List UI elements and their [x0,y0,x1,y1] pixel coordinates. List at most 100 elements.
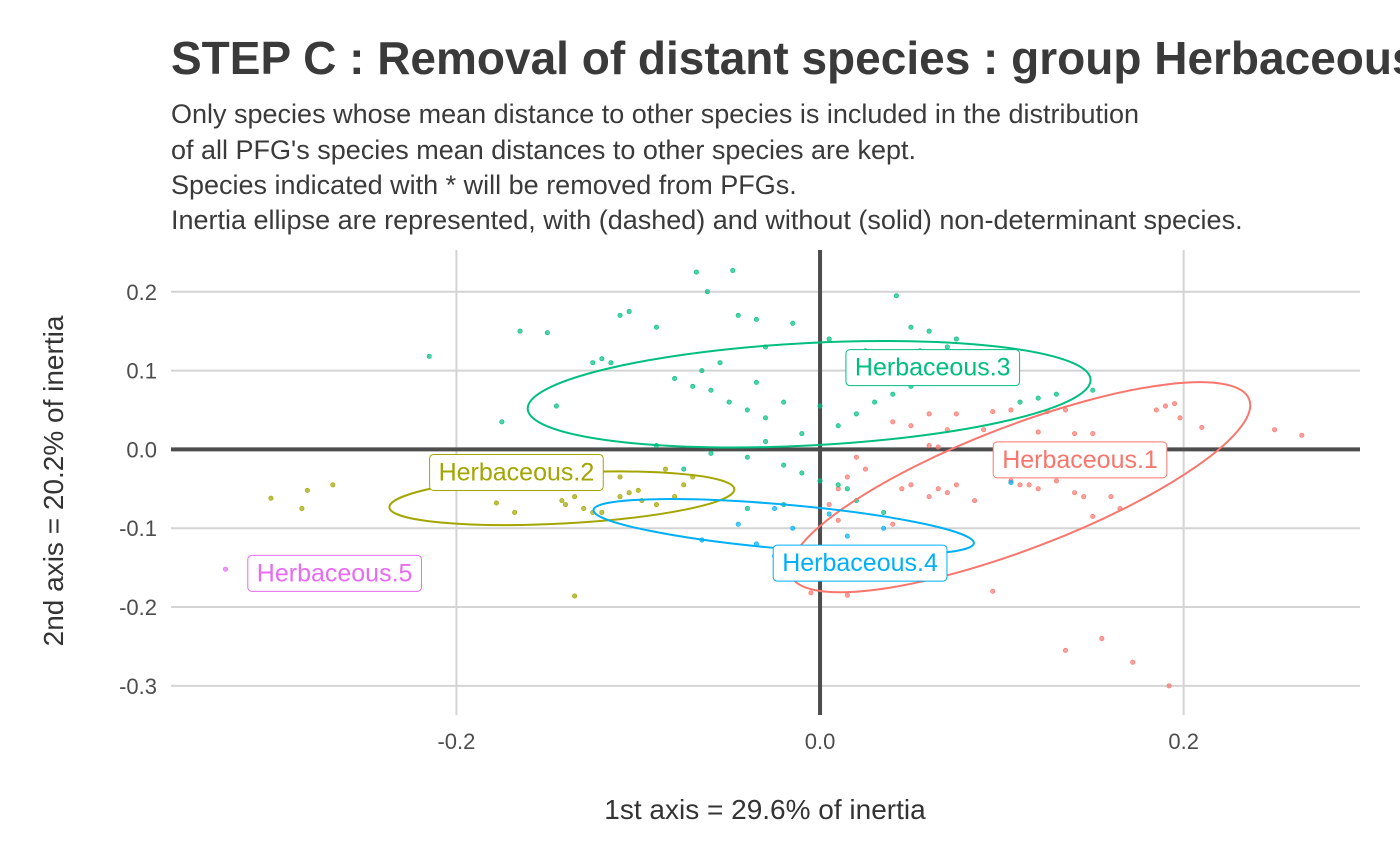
data-point [653,324,659,330]
group-label-text: Herbaceous.4 [782,549,938,577]
data-point [681,466,687,472]
data-point [844,533,850,539]
group-label: Herbaceous.2 [429,453,604,491]
data-point [772,506,778,512]
data-point [617,494,623,500]
group-label-box [429,453,604,491]
data-point [559,498,565,504]
data-point [762,439,768,445]
data-point [844,474,850,480]
data-point [1272,427,1278,433]
data-point [890,391,896,397]
data-point [744,506,750,512]
data-point [890,419,896,425]
data-point [872,399,878,405]
data-point [972,498,978,504]
data-point [708,387,714,393]
data-point [704,289,710,295]
data-point [708,450,714,456]
data-point [1090,431,1096,437]
group-label-text: Herbaceous.5 [257,559,413,587]
data-point [493,500,499,506]
data-point [693,269,699,275]
data-point [753,316,759,322]
data-point [1062,647,1068,653]
group-label: Herbaceous.4 [772,544,948,582]
data-point [304,487,310,493]
data-point [890,521,896,527]
x-tick-label: 0.2 [1168,729,1199,754]
data-point [1099,636,1105,642]
data-point [572,593,578,599]
y-tick-label: -0.3 [119,674,157,699]
data-point [799,470,805,476]
data-point [893,293,899,299]
data-point [544,330,550,336]
data-point [817,403,823,409]
data-point [990,409,996,415]
data-point [599,509,605,515]
data-point [1017,399,1023,405]
data-point [1053,391,1059,397]
data-point [781,399,787,405]
group-label-box [247,554,422,592]
data-point [799,431,805,437]
data-point [790,320,796,326]
data-point [1153,407,1159,413]
data-point [223,566,229,572]
group-label: Herbaceous.5 [247,554,422,592]
inertia-ellipse [526,339,1092,449]
data-point [817,478,823,484]
data-point [512,509,518,515]
data-point [730,267,736,273]
data-point [1199,424,1205,430]
y-tick-label: 0.2 [126,280,157,305]
data-point [626,308,632,314]
data-point [735,521,741,527]
subtitle-line-3: Species indicated with * will be removed… [171,170,797,200]
data-point [1017,482,1023,488]
data-point [726,399,732,405]
data-point [1081,494,1087,500]
data-point [844,486,850,492]
x-tick-label: -0.2 [437,729,475,754]
y-axis-label: 2nd axis = 20.2% of inertia [38,315,69,646]
data-point [517,328,523,334]
data-point [881,509,887,515]
data-point [1299,432,1305,438]
data-point [1090,387,1096,393]
data-point [835,482,841,488]
data-point [935,486,941,492]
group-label-box [992,441,1168,479]
data-point [908,482,914,488]
data-point [499,419,505,425]
data-point [617,312,623,318]
data-point [1072,490,1078,496]
data-point [790,525,796,531]
data-point [699,368,705,374]
subtitle-line-4: Inertia ellipse are represented, with (d… [171,205,1243,235]
data-point [653,502,659,508]
data-point [826,511,832,517]
data-point [1035,429,1041,435]
data-point [926,494,932,500]
subtitle-line-1: Only species whose mean distance to othe… [171,99,1139,129]
data-point [690,383,696,389]
plot-area: -0.2 0.0 0.2 0.2 0.1 0.0 -0.1 -0.2 -0.3 Herbaceou… [119,250,1360,754]
data-point [935,444,941,450]
data-point [762,415,768,421]
group-label-box [772,544,948,582]
data-point [330,482,336,488]
data-point [1053,478,1059,484]
data-point [608,360,614,366]
data-point [617,474,623,480]
data-point [599,356,605,362]
data-point [572,494,578,500]
data-point [553,403,559,409]
chart-title: STEP C : Removal of distant species : gr… [171,32,1400,84]
data-point [635,487,641,493]
data-point [681,482,687,488]
group-label-text: Herbaceous.2 [439,458,595,486]
data-point [1072,431,1078,437]
